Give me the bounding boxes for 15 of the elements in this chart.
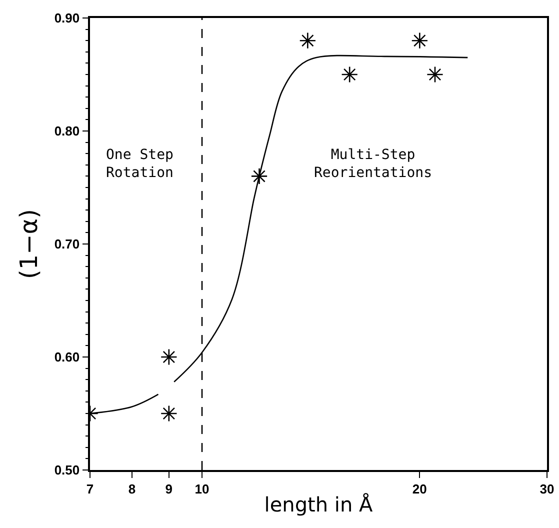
x-tick-label: 30 xyxy=(540,481,554,496)
x-axis-title: length in Å xyxy=(264,492,373,516)
x-tick-label: 7 xyxy=(86,481,94,496)
y-tick-label: 0.80 xyxy=(54,124,80,139)
y-axis-title: (1−α) xyxy=(14,209,43,279)
y-tick-label: 0.50 xyxy=(54,462,80,478)
annotation: One Step Rotation xyxy=(106,147,174,182)
y-tick-label: 0.70 xyxy=(54,236,80,252)
y-tick-label: 0.60 xyxy=(54,350,80,365)
x-tick-label: 9 xyxy=(165,481,173,496)
x-tick-label: 10 xyxy=(194,481,210,496)
x-tick-label: 20 xyxy=(412,481,427,496)
annotation: Multi-Step Reorientations xyxy=(314,147,432,182)
y-tick-label: 0.90 xyxy=(54,10,80,26)
x-tick-label: 8 xyxy=(128,481,136,496)
